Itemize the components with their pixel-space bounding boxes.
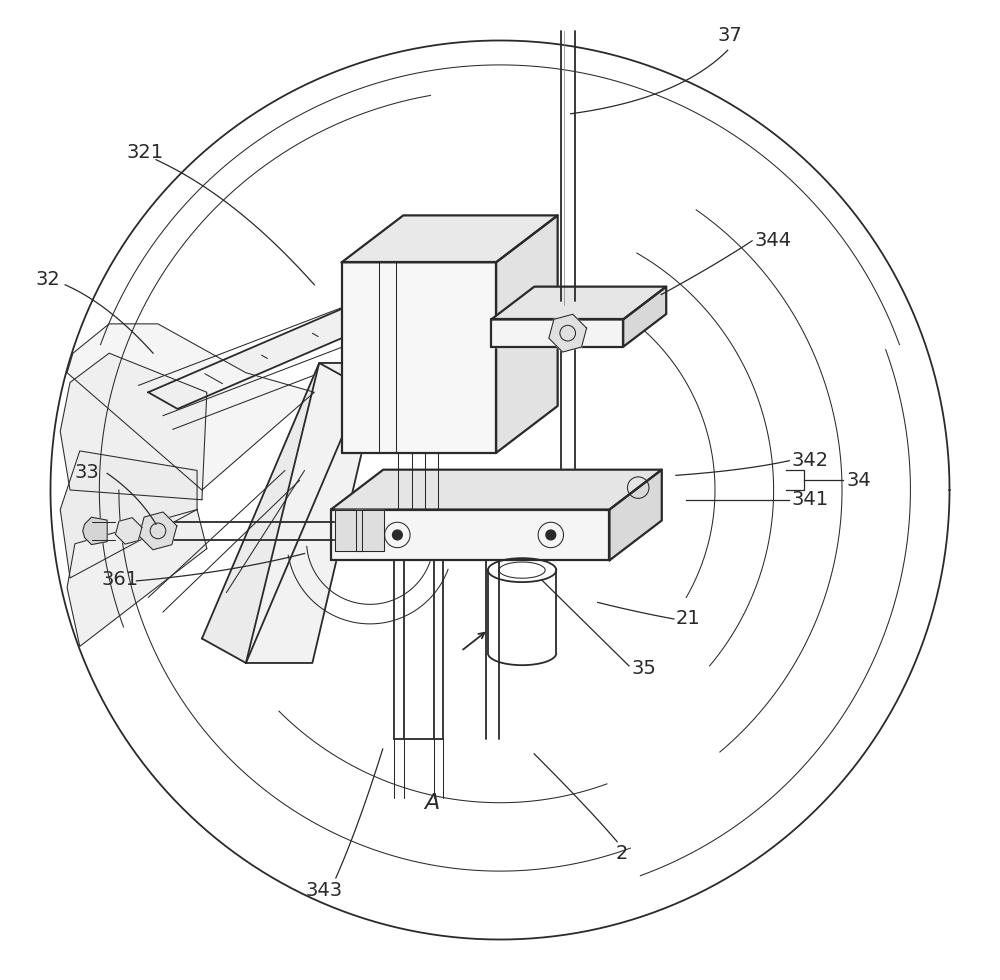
Text: 361: 361 — [101, 570, 138, 589]
Text: 344: 344 — [754, 231, 791, 250]
Polygon shape — [67, 510, 207, 647]
Polygon shape — [549, 315, 587, 352]
Circle shape — [546, 530, 556, 540]
Text: 341: 341 — [791, 490, 828, 510]
Text: 35: 35 — [632, 660, 657, 678]
Polygon shape — [356, 511, 384, 552]
Polygon shape — [60, 451, 197, 578]
Polygon shape — [202, 363, 363, 662]
Text: 21: 21 — [676, 610, 701, 628]
Polygon shape — [331, 469, 662, 510]
Text: 2: 2 — [616, 844, 628, 863]
Polygon shape — [148, 283, 432, 409]
Polygon shape — [67, 323, 314, 490]
Text: 37: 37 — [717, 26, 742, 45]
Text: 33: 33 — [75, 463, 100, 482]
Text: 32: 32 — [36, 270, 61, 289]
Polygon shape — [335, 511, 362, 552]
Text: 343: 343 — [306, 881, 343, 901]
Polygon shape — [139, 512, 177, 550]
Text: A: A — [424, 793, 439, 812]
Polygon shape — [342, 263, 496, 453]
Polygon shape — [609, 469, 662, 561]
Text: 34: 34 — [847, 470, 872, 490]
Polygon shape — [491, 319, 623, 347]
Polygon shape — [83, 517, 107, 545]
Polygon shape — [331, 510, 609, 561]
Text: 342: 342 — [791, 451, 828, 470]
Polygon shape — [246, 363, 383, 662]
Polygon shape — [496, 216, 558, 453]
Polygon shape — [342, 216, 558, 263]
Text: 321: 321 — [127, 143, 164, 163]
Polygon shape — [115, 517, 142, 544]
Polygon shape — [60, 353, 207, 500]
Polygon shape — [491, 286, 666, 319]
Polygon shape — [623, 286, 666, 347]
Circle shape — [393, 530, 402, 540]
